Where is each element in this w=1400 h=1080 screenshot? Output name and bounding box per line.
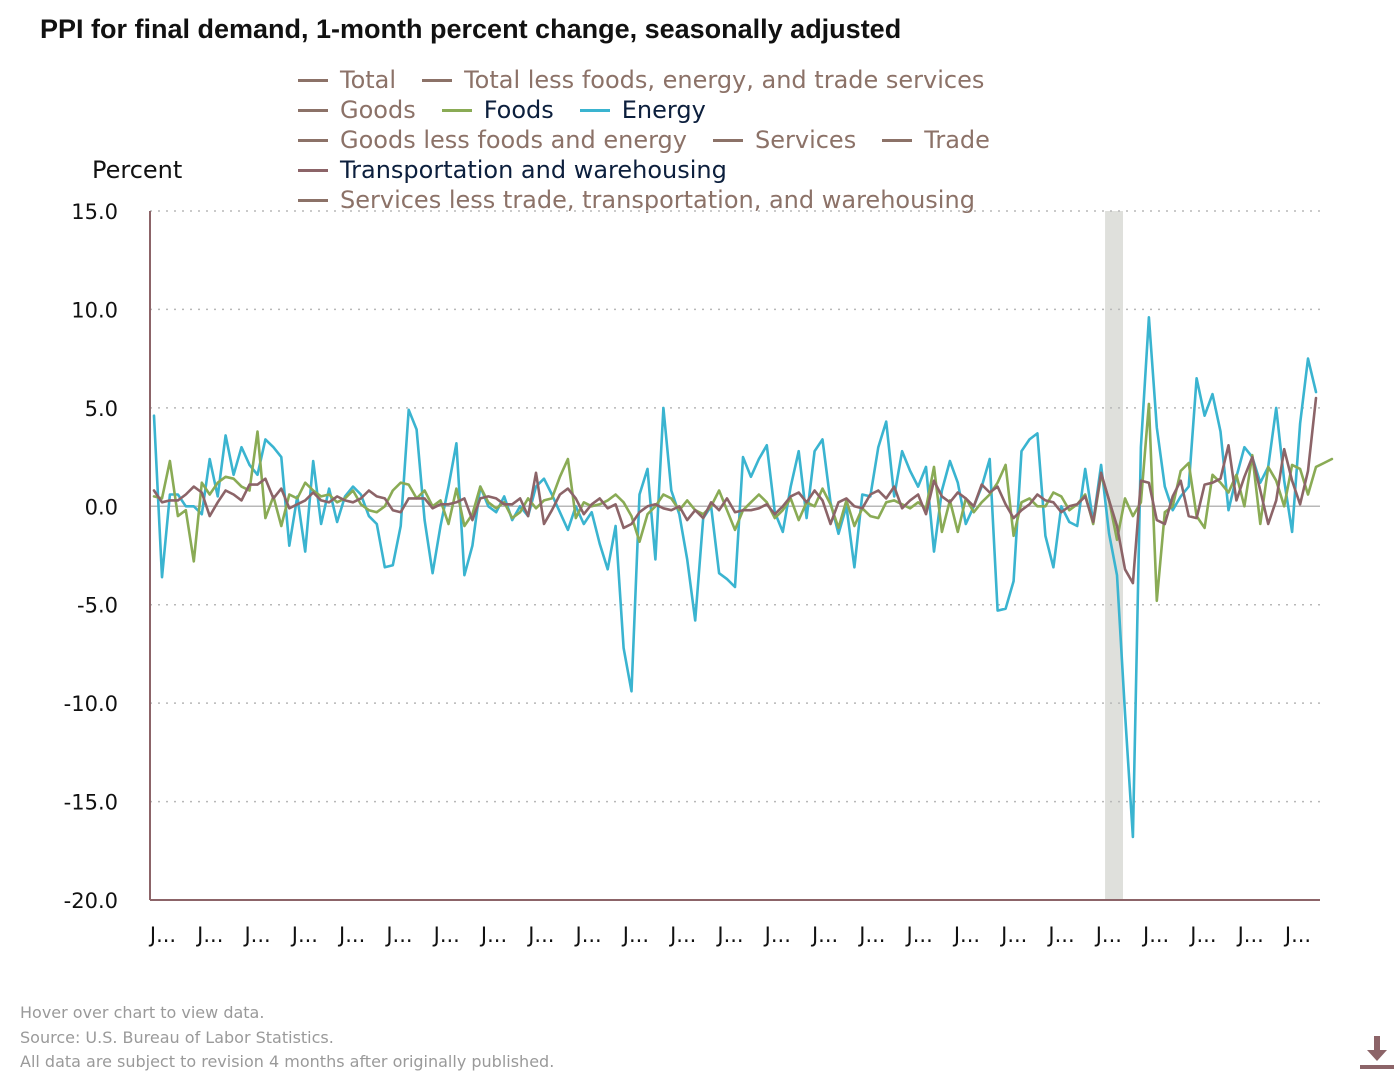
x-tick-label: J... (337, 923, 365, 947)
x-tick-label: J... (479, 923, 507, 947)
legend-label: Services (755, 126, 857, 154)
x-tick-label: J... (763, 923, 791, 947)
legend-item-transportation-and-warehousing[interactable]: Transportation and warehousing (298, 156, 727, 184)
legend-item-total[interactable]: Total (298, 66, 396, 94)
legend-swatch (422, 78, 453, 82)
legend-item-trade[interactable]: Trade (882, 126, 990, 154)
legend-item-energy[interactable]: Energy (579, 96, 706, 124)
y-tick-label: 10.0 (71, 298, 118, 322)
x-tick-label: J... (432, 923, 460, 947)
legend-item-services-less-trade-transportation-and-warehousing[interactable]: Services less trade, transportation, and… (298, 186, 975, 214)
y-axis-label: Percent (92, 156, 183, 184)
legend-label: Services less trade, transportation, and… (340, 186, 975, 214)
x-tick-label: J... (1188, 923, 1216, 947)
x-tick-label: J... (1046, 923, 1074, 947)
legend-item-foods[interactable]: Foods (441, 96, 554, 124)
x-tick-label: J... (574, 923, 602, 947)
x-tick-label: J... (242, 923, 270, 947)
series-line-energy[interactable] (152, 316, 1318, 839)
x-tick-label: J... (1283, 923, 1311, 947)
x-tick-label: J... (1236, 923, 1264, 947)
legend-item-goods[interactable]: Goods (298, 96, 416, 124)
legend-swatch (298, 78, 328, 82)
download-icon[interactable] (1356, 1032, 1396, 1072)
source-note: Source: U.S. Bureau of Labor Statistics. (20, 1028, 334, 1047)
legend-label: Transportation and warehousing (340, 156, 727, 184)
legend-swatch (579, 108, 610, 112)
y-tick-label: 15.0 (71, 200, 118, 224)
x-tick-label: J... (905, 923, 933, 947)
x-tick-label: J... (999, 923, 1027, 947)
legend-swatch (882, 138, 913, 142)
revision-note: All data are subject to revision 4 month… (20, 1052, 555, 1071)
hover-hint: Hover over chart to view data. (20, 1003, 265, 1022)
legend-swatch (713, 138, 743, 142)
legend-label: Energy (621, 96, 706, 124)
x-tick-label: J... (810, 923, 838, 947)
x-tick-label: J... (952, 923, 980, 947)
x-tick-label: J... (668, 923, 696, 947)
legend-label: Goods less foods and energy (340, 126, 687, 154)
legend-item-services[interactable]: Services (713, 126, 856, 154)
legend-item-total-less-foods-energy-and-trade-services[interactable]: Total less foods, energy, and trade serv… (422, 66, 984, 94)
legend-item-goods-less-foods-and-energy[interactable]: Goods less foods and energy (298, 126, 687, 154)
x-tick-label: J... (1094, 923, 1122, 947)
legend-label: Foods (483, 96, 554, 124)
legend-label: Total (340, 66, 397, 94)
y-tick-label: 5.0 (85, 397, 118, 421)
legend-label: Total less foods, energy, and trade serv… (464, 66, 985, 94)
x-tick-label: J... (148, 923, 176, 947)
x-tick-label: J... (857, 923, 885, 947)
y-tick-label: -15.0 (64, 791, 118, 815)
y-tick-label: -5.0 (77, 594, 118, 618)
legend-swatch (298, 198, 328, 202)
y-tick-label: 0.0 (85, 495, 118, 519)
x-tick-label: J... (715, 923, 743, 947)
x-tick-label: J... (1141, 923, 1169, 947)
x-tick-label: J... (526, 923, 554, 947)
legend-swatch (298, 168, 328, 172)
legend-label: Trade (924, 126, 990, 154)
legend-swatch (298, 138, 328, 142)
series-line-transportation-and-warehousing[interactable] (152, 396, 1318, 585)
legend-row: Goods Foods Energy (298, 96, 732, 124)
x-tick-label: J... (621, 923, 649, 947)
y-tick-label: -10.0 (64, 692, 118, 716)
legend-row: Services less trade, transportation, and… (298, 186, 1001, 214)
legend-label: Goods (340, 96, 416, 124)
legend-swatch (298, 108, 328, 112)
x-tick-label: J... (384, 923, 412, 947)
legend-row: Total Total less foods, energy, and trade… (298, 66, 1010, 94)
x-tick-label: J... (195, 923, 223, 947)
x-tick-label: J... (290, 923, 318, 947)
chart-title: PPI for final demand, 1-month percent ch… (40, 14, 902, 44)
legend-row: Goods less foods and energy Services Trade (298, 126, 1016, 154)
legend-row: Transportation and warehousing (298, 156, 753, 184)
y-tick-label: -20.0 (64, 889, 118, 913)
legend-swatch (441, 108, 472, 112)
chart-area[interactable]: 15.0 10.0 5.0 0.0 -5.0 -10.0 -15.0 -20.0 J... J..… (0, 0, 1400, 960)
